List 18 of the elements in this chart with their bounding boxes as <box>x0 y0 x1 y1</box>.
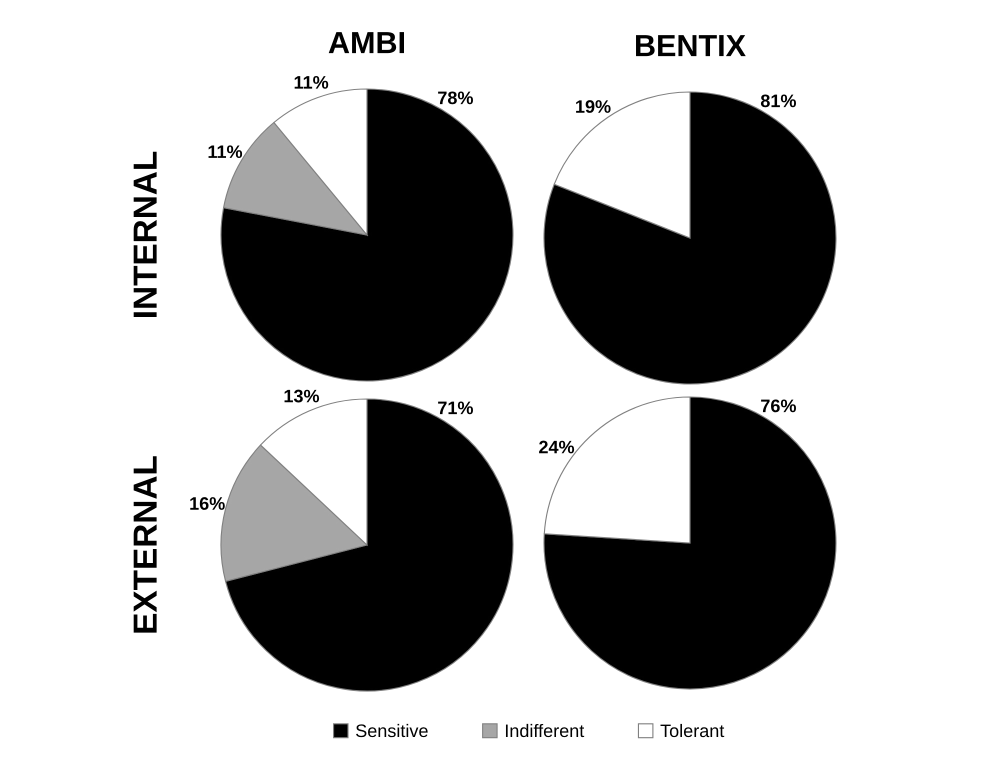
legend-label: Tolerant <box>660 724 724 738</box>
data-label: 78% <box>438 91 473 104</box>
text: EXTERNAL <box>134 456 157 633</box>
chart-title: BENTIX <box>636 35 746 56</box>
data-label: 13% <box>284 390 320 402</box>
legend-label: Indifferent <box>506 724 584 738</box>
chart-title: AMBI <box>328 32 404 54</box>
data-label: 11% <box>294 76 328 89</box>
data-label: 11% <box>208 145 242 158</box>
legend-label: Sensitive <box>356 724 428 738</box>
text: INTERNAL <box>134 152 157 318</box>
data-label: 71% <box>438 402 473 414</box>
pie-slice <box>543 91 837 385</box>
data-label: 24% <box>539 440 574 454</box>
data-label: 76% <box>761 399 796 412</box>
data-label: 81% <box>760 94 796 108</box>
data-label: 16% <box>190 497 225 510</box>
data-label: 19% <box>576 100 611 113</box>
